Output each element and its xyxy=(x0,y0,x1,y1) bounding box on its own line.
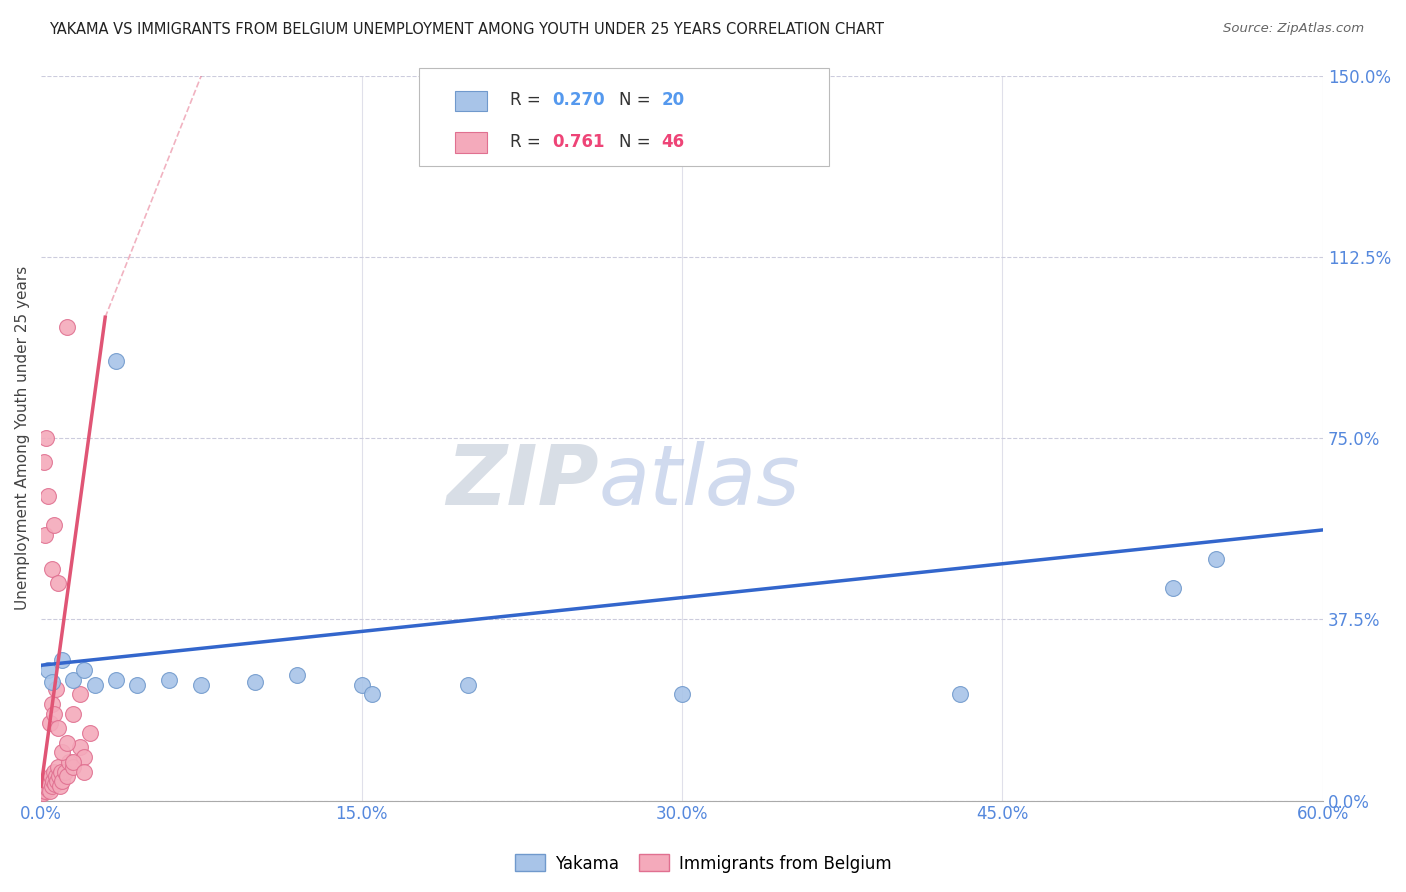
Point xyxy=(51,745,73,759)
Point xyxy=(361,687,384,701)
Point xyxy=(104,673,127,687)
Point xyxy=(73,663,96,677)
Point xyxy=(1205,552,1227,566)
Text: 20: 20 xyxy=(661,91,685,109)
Point xyxy=(42,706,65,721)
Text: 0.761: 0.761 xyxy=(553,133,605,151)
Point xyxy=(62,673,84,687)
FancyBboxPatch shape xyxy=(456,132,486,153)
Point xyxy=(62,755,84,769)
Point xyxy=(38,784,60,798)
Point xyxy=(42,764,65,779)
Point xyxy=(32,786,55,800)
Text: N =: N = xyxy=(619,133,657,151)
Y-axis label: Unemployment Among Youth under 25 years: Unemployment Among Youth under 25 years xyxy=(15,266,30,610)
Legend: Yakama, Immigrants from Belgium: Yakama, Immigrants from Belgium xyxy=(508,847,898,880)
Text: atlas: atlas xyxy=(599,441,800,522)
Point xyxy=(37,489,59,503)
Point xyxy=(49,779,72,793)
FancyBboxPatch shape xyxy=(456,91,486,111)
Point xyxy=(35,774,58,789)
Point xyxy=(51,764,73,779)
Point xyxy=(41,675,63,690)
Point xyxy=(46,576,69,591)
Point xyxy=(41,561,63,575)
Text: R =: R = xyxy=(510,133,547,151)
Point xyxy=(31,784,53,798)
Point xyxy=(39,769,62,783)
Point xyxy=(34,779,56,793)
Point xyxy=(127,677,149,691)
Point xyxy=(55,736,77,750)
Point xyxy=(44,777,66,791)
Point xyxy=(55,319,77,334)
Point xyxy=(35,431,58,445)
Point xyxy=(73,750,96,764)
Point xyxy=(58,755,80,769)
Point xyxy=(457,677,479,691)
Point xyxy=(53,764,76,779)
Text: 46: 46 xyxy=(661,133,685,151)
Point xyxy=(46,774,69,789)
Point xyxy=(37,663,59,677)
Point xyxy=(243,675,266,690)
Point xyxy=(79,726,101,740)
Point xyxy=(38,777,60,791)
Point xyxy=(62,760,84,774)
Point xyxy=(949,687,972,701)
Point xyxy=(157,673,180,687)
FancyBboxPatch shape xyxy=(419,69,830,166)
Point xyxy=(73,764,96,779)
Point xyxy=(38,716,60,731)
Point xyxy=(46,721,69,735)
Point xyxy=(45,769,67,783)
Point xyxy=(37,781,59,796)
Point xyxy=(51,653,73,667)
Text: N =: N = xyxy=(619,91,657,109)
Point xyxy=(45,682,67,697)
Point xyxy=(62,706,84,721)
Point xyxy=(83,677,105,691)
Text: Source: ZipAtlas.com: Source: ZipAtlas.com xyxy=(1223,22,1364,36)
Point xyxy=(287,668,309,682)
Text: YAKAMA VS IMMIGRANTS FROM BELGIUM UNEMPLOYMENT AMONG YOUTH UNDER 25 YEARS CORREL: YAKAMA VS IMMIGRANTS FROM BELGIUM UNEMPL… xyxy=(49,22,884,37)
Text: R =: R = xyxy=(510,91,547,109)
Point xyxy=(48,769,70,783)
Point xyxy=(1163,581,1185,595)
Point xyxy=(34,784,56,798)
Point xyxy=(41,779,63,793)
Point xyxy=(55,769,77,783)
Point xyxy=(34,527,56,541)
Point xyxy=(350,677,373,691)
Text: ZIP: ZIP xyxy=(446,441,599,522)
Point xyxy=(42,518,65,533)
Point xyxy=(69,740,91,755)
Point xyxy=(46,760,69,774)
Point xyxy=(51,774,73,789)
Point xyxy=(671,687,693,701)
Point xyxy=(190,677,212,691)
Point xyxy=(69,687,91,701)
Point xyxy=(34,455,56,469)
Text: 0.270: 0.270 xyxy=(553,91,605,109)
Point xyxy=(104,353,127,368)
Point xyxy=(41,697,63,711)
Point xyxy=(42,774,65,789)
